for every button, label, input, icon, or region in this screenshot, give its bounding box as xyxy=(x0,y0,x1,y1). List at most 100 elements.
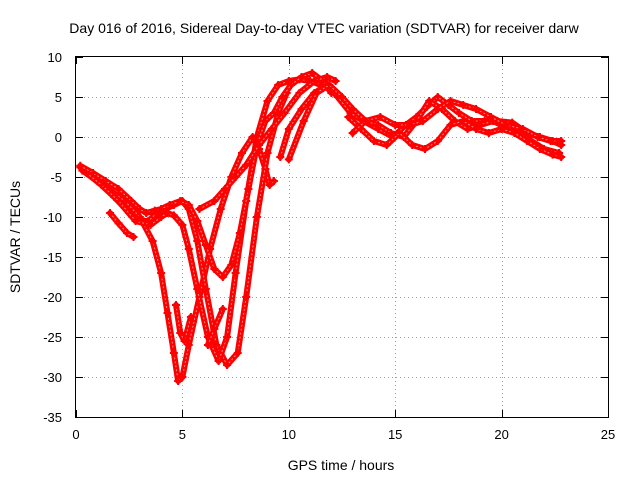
data-point xyxy=(299,117,308,125)
data-point xyxy=(231,173,240,181)
data-point xyxy=(193,285,202,293)
data-point xyxy=(344,113,353,121)
data-point xyxy=(195,205,204,213)
data-point xyxy=(406,121,415,129)
data-point xyxy=(180,337,189,345)
data-point xyxy=(263,97,272,105)
data-point xyxy=(218,273,227,281)
data-point xyxy=(146,221,155,229)
data-point xyxy=(242,293,251,301)
series-12 xyxy=(106,209,138,241)
x-axis-label: GPS time / hours xyxy=(288,457,395,473)
data-point xyxy=(210,325,219,333)
series-marker-texture xyxy=(175,304,192,342)
data-point xyxy=(106,209,115,217)
data-point xyxy=(231,269,240,277)
series-marker-texture xyxy=(86,78,322,362)
data-point xyxy=(374,121,383,129)
data-point xyxy=(263,149,272,157)
x-tick-labels: 0 5 10 15 20 25 xyxy=(72,427,615,442)
data-point xyxy=(433,93,442,101)
data-point xyxy=(157,213,166,221)
data-point xyxy=(223,361,232,369)
data-point xyxy=(312,89,321,97)
data-point xyxy=(472,105,481,113)
x-tick-label: 15 xyxy=(388,427,402,442)
data-point xyxy=(176,329,185,337)
data-point xyxy=(255,141,264,149)
data-point xyxy=(242,161,251,169)
data-point xyxy=(533,133,542,141)
data-point xyxy=(178,373,187,381)
x-tick-label: 5 xyxy=(179,427,186,442)
y-tick-label: -15 xyxy=(43,250,62,265)
x-tick-label: 10 xyxy=(282,427,296,442)
data-point xyxy=(184,245,193,253)
data-point xyxy=(295,89,304,97)
data-point xyxy=(261,117,270,125)
data-point xyxy=(210,197,219,205)
data-point xyxy=(227,261,236,269)
data-point xyxy=(101,177,110,185)
data-point xyxy=(223,333,232,341)
data-point xyxy=(218,305,227,313)
data-point xyxy=(214,357,223,365)
data-point xyxy=(123,229,132,237)
data-point xyxy=(157,269,166,277)
data-point xyxy=(220,185,229,193)
data-point xyxy=(127,197,136,205)
data-point xyxy=(310,77,319,85)
data-point xyxy=(252,213,261,221)
y-tick-label: 5 xyxy=(55,90,62,105)
data-point xyxy=(114,219,123,228)
y-tick-label: 0 xyxy=(55,130,62,145)
data-point xyxy=(418,117,427,125)
y-axis-label: SDTVAR / TECUs xyxy=(7,181,23,293)
chart-title: Day 016 of 2016, Sidereal Day-to-day VTE… xyxy=(69,20,579,36)
data-point xyxy=(420,145,429,153)
data-point xyxy=(186,313,195,321)
data-point xyxy=(135,205,144,213)
data-point xyxy=(472,125,481,133)
series-marker-texture xyxy=(109,212,134,238)
y-tick-label: -10 xyxy=(43,210,62,225)
data-point xyxy=(267,125,276,133)
data-point xyxy=(323,73,332,81)
y-tick-label: -35 xyxy=(43,410,62,425)
data-point xyxy=(114,197,123,205)
data-point xyxy=(325,81,334,89)
data-point xyxy=(446,97,455,105)
data-point xyxy=(425,97,434,105)
data-point xyxy=(163,209,172,217)
data-point xyxy=(278,93,287,101)
data-point xyxy=(129,233,138,241)
series-5 xyxy=(195,73,340,213)
series-marker-texture xyxy=(352,100,562,142)
data-point xyxy=(237,149,246,157)
data-point xyxy=(348,129,357,137)
data-point xyxy=(433,105,442,113)
data-point xyxy=(338,93,346,101)
data-point xyxy=(210,265,219,273)
data-point xyxy=(269,177,278,185)
series-marker-texture xyxy=(79,72,332,278)
series-line xyxy=(77,134,277,384)
data-point xyxy=(176,197,185,205)
data-point xyxy=(201,241,210,249)
plot-frame xyxy=(75,56,609,418)
y-tick-label: -30 xyxy=(43,370,62,385)
series-9 xyxy=(348,97,566,145)
data-point xyxy=(391,121,400,129)
data-point xyxy=(276,153,285,161)
data-point xyxy=(557,153,566,161)
data-point xyxy=(557,137,566,145)
data-point xyxy=(89,169,98,177)
data-point xyxy=(269,109,278,117)
data-point xyxy=(142,209,151,217)
data-point xyxy=(280,109,289,117)
data-point xyxy=(169,211,178,220)
data-point xyxy=(265,181,274,189)
data-point xyxy=(150,206,159,215)
data-point xyxy=(284,155,293,164)
